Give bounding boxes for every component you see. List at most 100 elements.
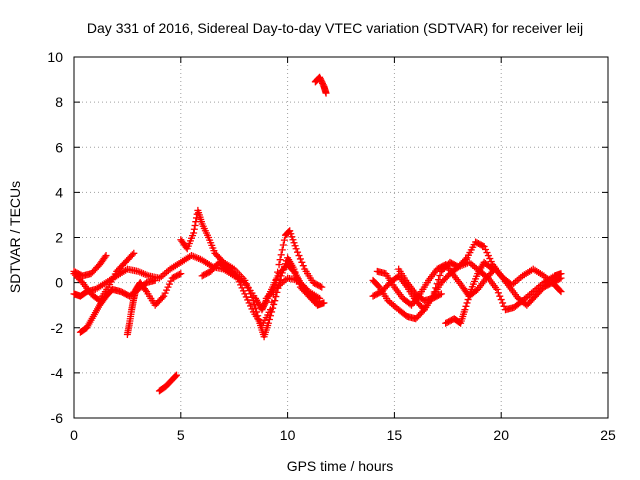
data-point xyxy=(487,258,495,266)
data-point xyxy=(163,286,171,294)
data-point xyxy=(316,75,324,83)
x-tick-label: 15 xyxy=(387,427,403,443)
data-point xyxy=(497,296,505,304)
data-point xyxy=(318,78,326,86)
data-point xyxy=(499,299,507,307)
x-tick-label: 10 xyxy=(280,427,296,443)
data-point xyxy=(278,269,286,277)
data-point xyxy=(318,79,326,87)
data-point xyxy=(142,286,150,294)
data-point xyxy=(261,300,269,308)
data-point xyxy=(101,253,109,261)
series-track-o xyxy=(395,265,445,305)
data-point xyxy=(290,239,298,247)
x-tick-label: 20 xyxy=(493,427,509,443)
data-point xyxy=(316,299,324,307)
grid xyxy=(74,57,608,418)
data-point xyxy=(151,276,159,284)
data-point xyxy=(556,287,564,295)
series-track-g xyxy=(198,227,326,329)
y-tick-label: -4 xyxy=(51,365,64,381)
data-point xyxy=(479,242,487,250)
series-track-j xyxy=(311,73,330,97)
data-point xyxy=(258,306,266,314)
data-point xyxy=(128,251,136,259)
series-track-m xyxy=(373,261,565,309)
data-point xyxy=(557,288,565,296)
data-point xyxy=(496,292,504,300)
data-point xyxy=(294,248,302,256)
data-point xyxy=(277,251,285,259)
data-point xyxy=(493,285,501,293)
data-point xyxy=(432,284,440,292)
data-point xyxy=(237,281,245,289)
data-point xyxy=(465,292,473,300)
data-point xyxy=(259,304,267,312)
data-point xyxy=(173,371,181,379)
data-point xyxy=(435,276,443,284)
data-point xyxy=(318,283,326,291)
data-point xyxy=(190,225,198,233)
data-point xyxy=(171,373,179,381)
data-point xyxy=(232,272,240,280)
data-point xyxy=(279,241,287,249)
data-point xyxy=(299,262,307,270)
data-point xyxy=(260,301,268,309)
data-point xyxy=(244,296,252,304)
data-point xyxy=(160,292,168,300)
data-point xyxy=(484,252,492,260)
data-point xyxy=(274,268,282,276)
data-layer xyxy=(70,73,565,395)
data-point xyxy=(288,233,296,241)
data-point xyxy=(466,289,474,297)
data-point xyxy=(165,280,173,288)
data-point xyxy=(235,278,243,286)
data-point xyxy=(291,242,299,250)
data-point xyxy=(287,230,295,238)
data-point xyxy=(252,304,260,312)
series-track-l xyxy=(369,238,565,314)
data-point xyxy=(249,297,257,305)
data-point xyxy=(167,277,175,285)
data-point xyxy=(557,274,565,282)
data-point xyxy=(262,298,270,306)
data-point xyxy=(433,280,441,288)
data-point xyxy=(480,243,488,251)
data-point xyxy=(482,246,490,254)
y-tick-label: 10 xyxy=(47,49,63,65)
x-tick-label: 5 xyxy=(177,427,185,443)
x-tick-label: 25 xyxy=(600,427,616,443)
data-point xyxy=(280,236,288,244)
data-point xyxy=(461,306,469,314)
data-point xyxy=(231,271,239,279)
data-point xyxy=(436,271,444,279)
data-point xyxy=(272,276,280,284)
data-point xyxy=(291,268,299,276)
y-tick-label: 8 xyxy=(55,94,63,110)
data-point xyxy=(316,73,324,81)
data-point xyxy=(316,282,324,290)
data-point xyxy=(164,283,172,291)
data-point xyxy=(489,265,497,273)
ticks: 0 5 10 15 20 25 -6 -4 -2 0 2 4 6 8 10 xyxy=(47,49,616,443)
data-point xyxy=(322,89,330,97)
data-point xyxy=(275,261,283,269)
data-point xyxy=(245,299,253,307)
data-point xyxy=(487,264,495,272)
data-point xyxy=(267,306,275,314)
data-point xyxy=(286,227,294,235)
data-point xyxy=(276,256,284,264)
series-track-c xyxy=(76,276,159,336)
data-point xyxy=(175,270,183,278)
data-point xyxy=(317,76,325,84)
data-point xyxy=(298,258,306,266)
data-point xyxy=(242,280,250,288)
data-point xyxy=(436,291,444,299)
data-point xyxy=(247,302,255,310)
data-point xyxy=(190,229,198,237)
y-tick-label: -2 xyxy=(51,320,64,336)
data-point xyxy=(556,275,564,283)
data-point xyxy=(483,249,491,257)
data-point xyxy=(191,221,199,229)
data-point xyxy=(177,270,185,278)
